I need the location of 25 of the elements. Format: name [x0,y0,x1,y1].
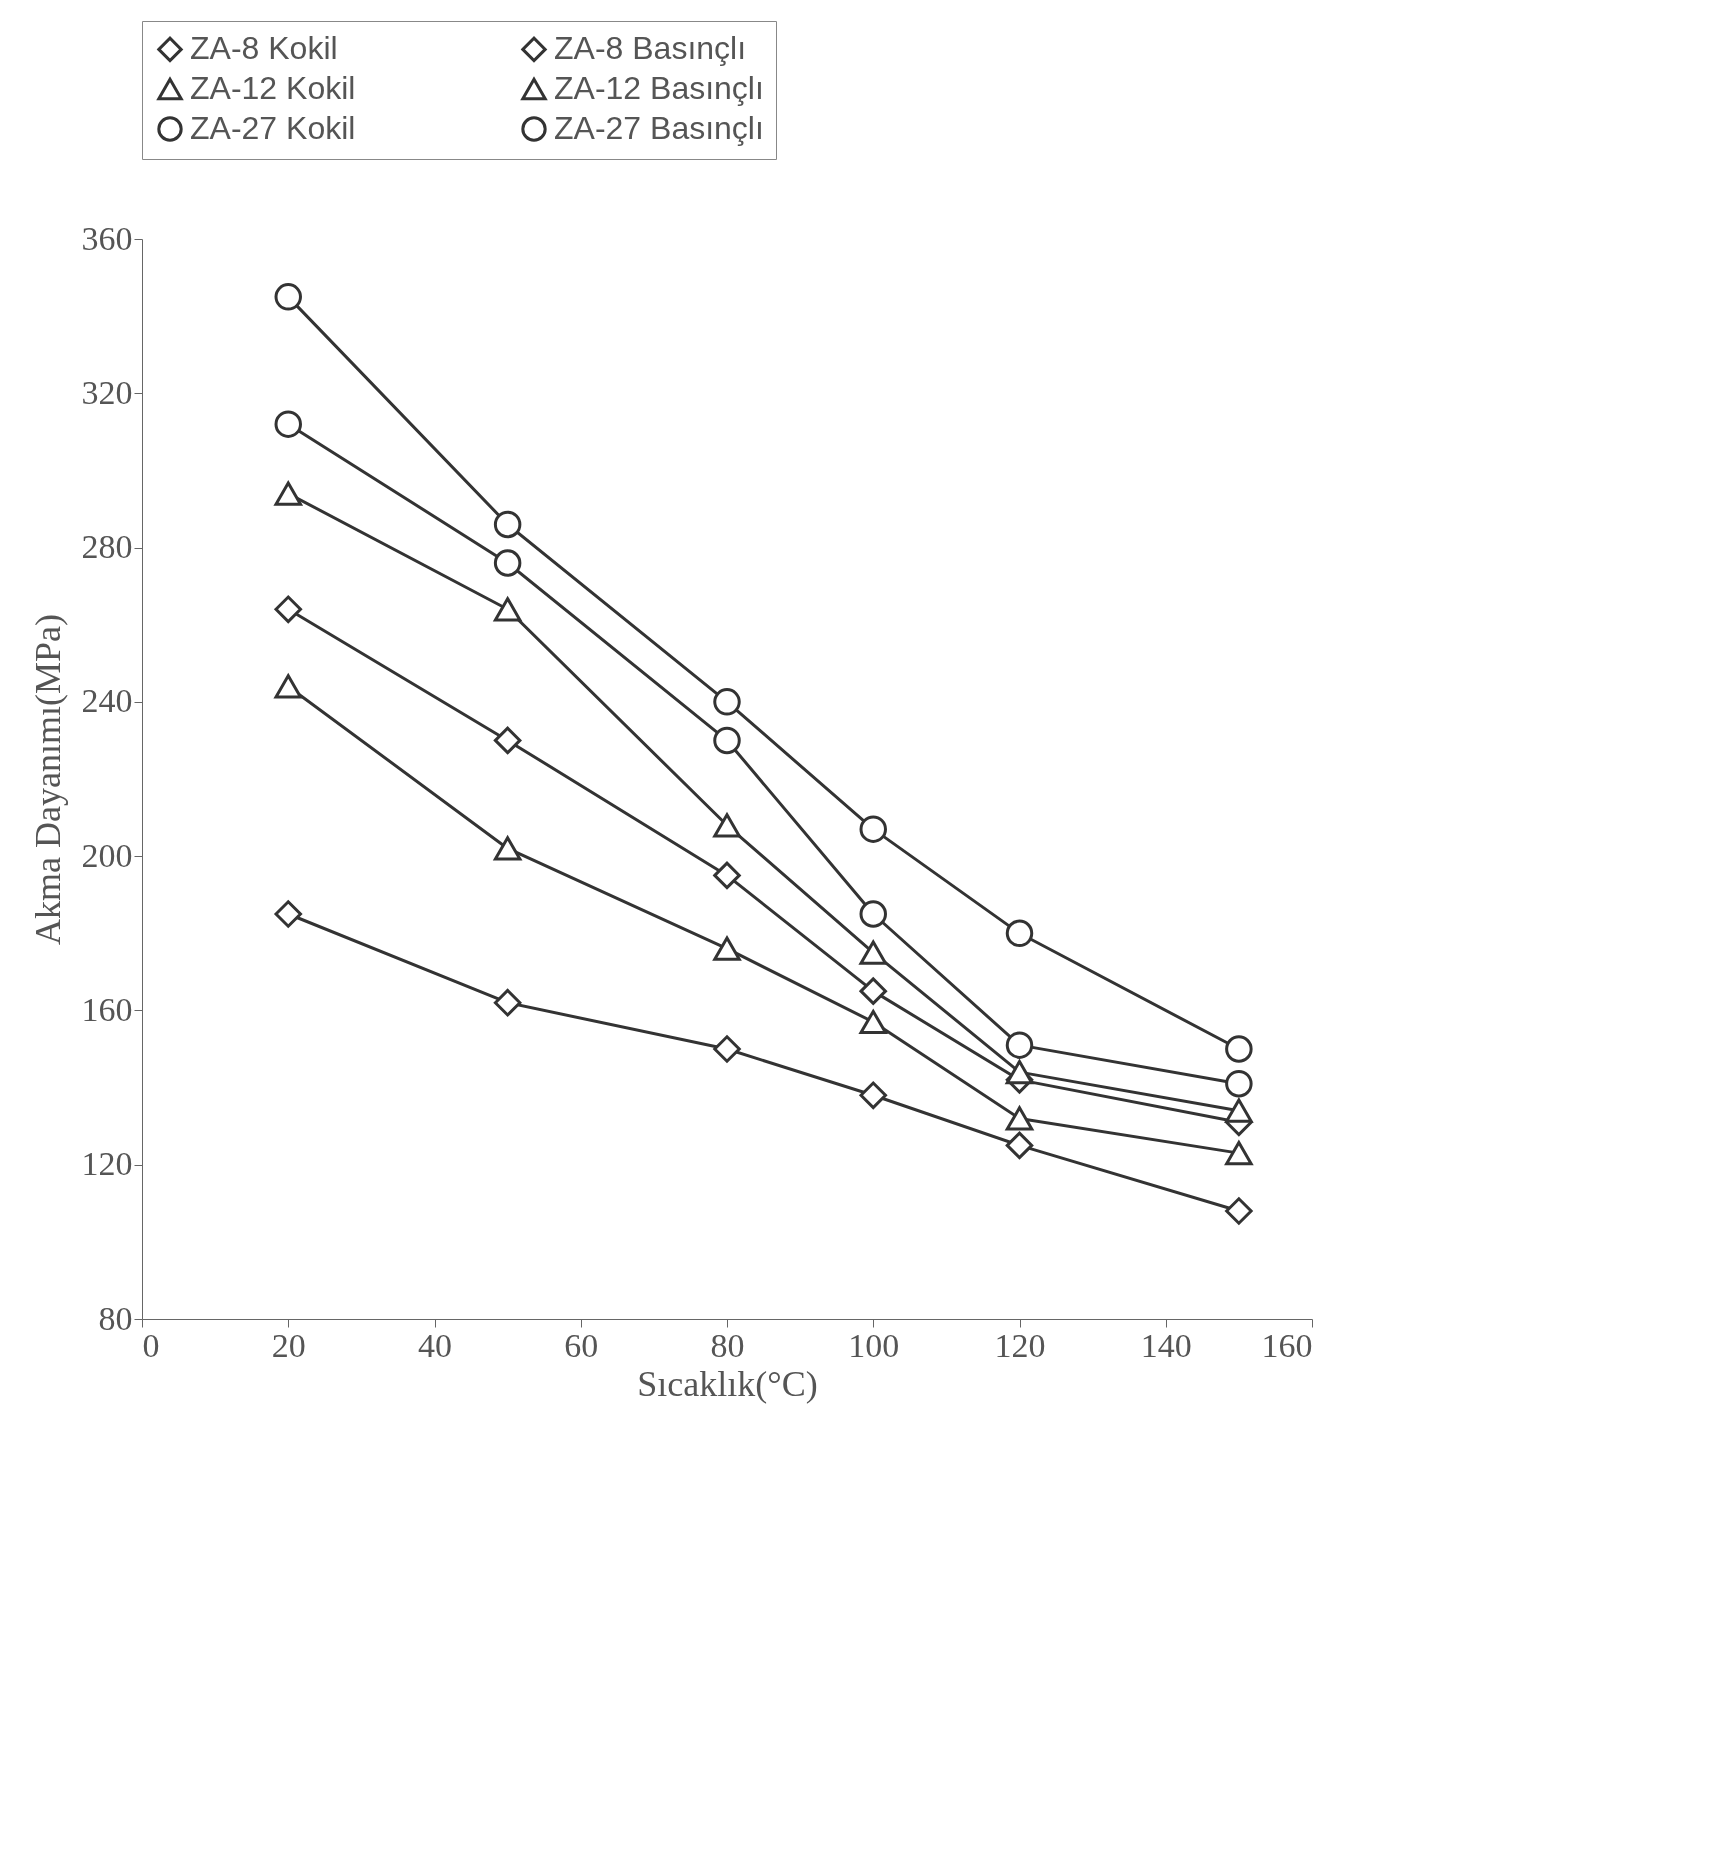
legend-label: ZA-12 Basınçlı [554,70,764,106]
x-tick-label: 80 [710,1326,745,1364]
x-tick-label: 20 [271,1326,306,1364]
x-tick-label: 100 [848,1326,900,1364]
x-tick-label: 160 [1261,1326,1313,1364]
y-tick-label: 360 [81,219,133,257]
x-tick-label: 40 [418,1326,452,1364]
legend-label: ZA-27 Basınçlı [554,110,764,146]
y-tick-label: 320 [81,373,133,411]
x-tick-label: 0 [142,1326,160,1364]
y-tick-label: 280 [81,528,133,566]
y-tick-label: 120 [81,1145,133,1183]
y-tick-label: 80 [98,1299,133,1337]
x-tick-label: 60 [564,1326,599,1364]
y-axis-title: Akma Dayanımı(MPa) [27,614,68,945]
legend-label: ZA-12 Kokil [190,70,356,106]
legend-label: ZA-8 Kokil [190,30,338,67]
legend-label: ZA-27 Kokil [190,110,356,146]
x-tick-label: 140 [1140,1326,1192,1364]
x-tick-label: 120 [994,1326,1046,1364]
y-tick-label: 240 [81,682,133,720]
y-tick-label: 200 [81,836,133,874]
y-tick-label: 160 [81,990,133,1028]
legend-label: ZA-8 Basınçlı [554,30,747,67]
x-axis-title: Sıcaklık(°C) [637,1363,818,1404]
